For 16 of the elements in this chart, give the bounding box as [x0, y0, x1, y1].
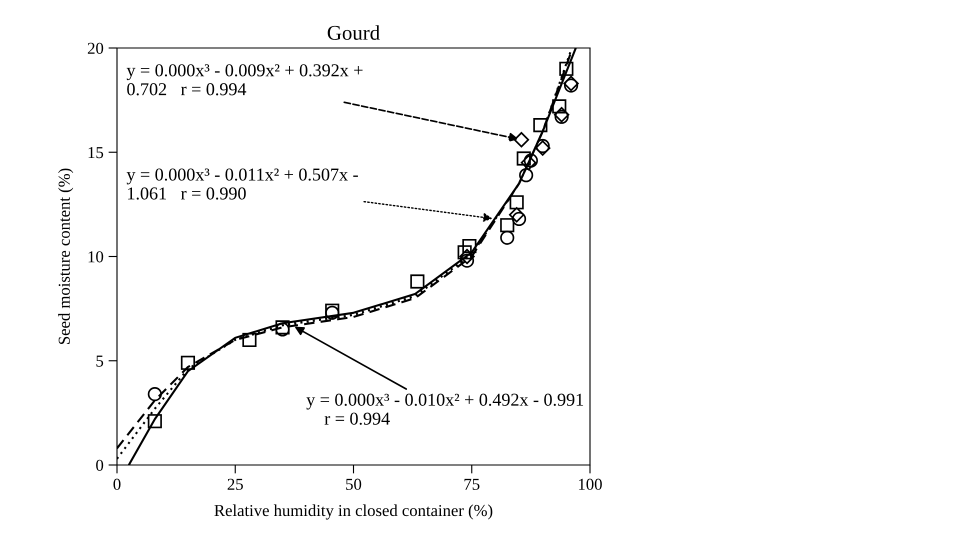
annotation: y = 0.000x³ - 0.010x² + 0.492x - 0.991 r = 0.994 — [306, 394, 584, 425]
y-axis-title: Seed moisture content (%) — [58, 168, 74, 344]
y-tick-label: 10 — [88, 251, 104, 262]
x-tick-label: 0 — [113, 478, 121, 490]
x-tick-label: 100 — [578, 478, 602, 490]
annotation: y = 0.000x³ - 0.011x² + 0.507x - 1.061 r = 0.990 — [126, 168, 358, 200]
chart-title: Gourd — [328, 25, 380, 40]
x-tick-label: 75 — [464, 478, 480, 490]
y-tick-label: 20 — [88, 42, 104, 54]
x-tick-label: 25 — [228, 478, 243, 490]
y-tick-label: 0 — [96, 460, 104, 471]
x-axis-title: Relative humidity in closed container (%) — [214, 504, 492, 520]
x-tick-label: 50 — [346, 478, 362, 490]
y-tick-label: 15 — [88, 147, 104, 158]
annotation: y = 0.000x³ - 0.009x² + 0.392x + 0.702 r = 0.994 — [126, 64, 363, 96]
y-tick-label: 5 — [96, 356, 104, 367]
